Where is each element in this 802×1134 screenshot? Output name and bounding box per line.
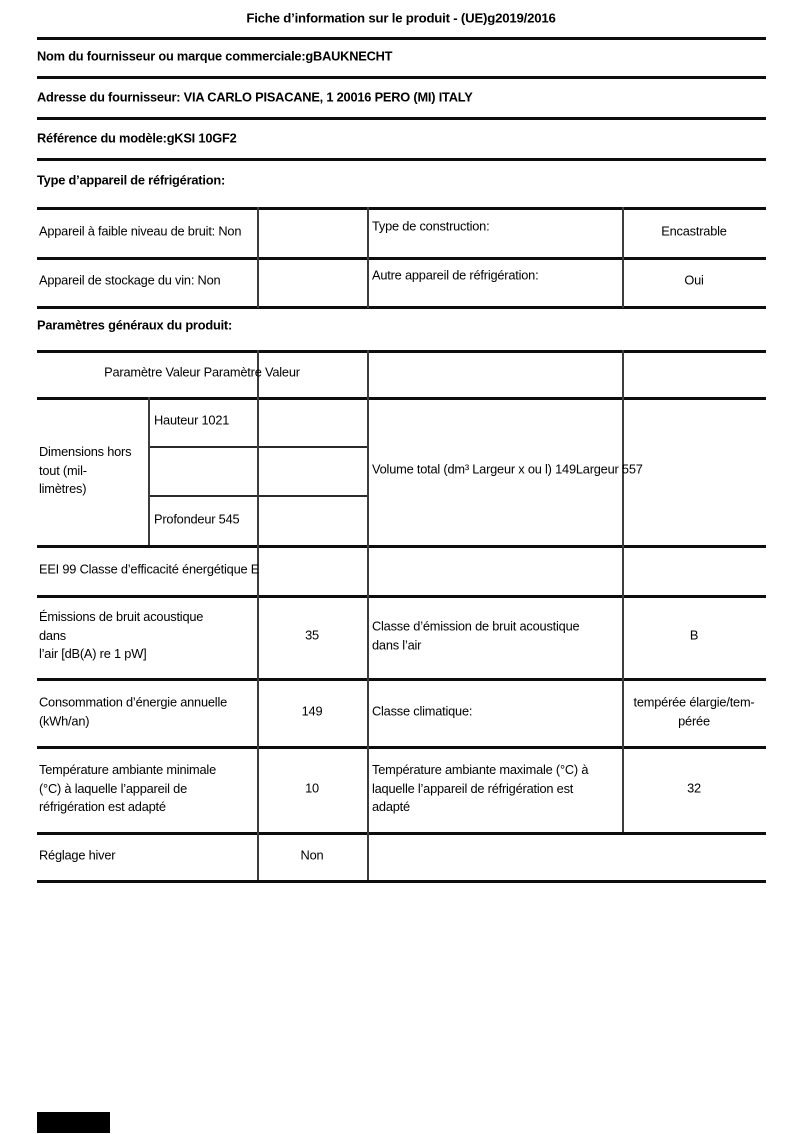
cell-eei-class: EEI 99 Classe d’efficacité énergétique E [39,561,260,577]
cell-other-appliance-value: Oui [684,272,704,288]
cell-energy-label: Consommation d’énergie annuelle (kWh/an) [39,694,228,728]
params-divider-3 [622,350,624,832]
cell-total-volume: Volume total (dm³ Largeur x ou l) 149Lar… [372,461,643,477]
params-divider-1 [257,350,259,880]
type-table-mid-rule [37,257,766,260]
cell-temp-max-label: Température ambiante maximale (°C) à laq… [372,762,589,815]
cell-climate-value: tempérée élargie/tem- pérée [633,694,755,728]
cell-winter-setting-label: Réglage hiver [39,847,116,863]
cell-temp-min-label: Température ambiante minimale (°C) à laq… [39,762,216,815]
dimensions-sub-divider [148,397,150,545]
type-table-divider-1 [257,207,259,308]
cell-noise-value: 35 [305,627,319,643]
cell-noise-label: Émissions de bruit acoustique dans l’air… [39,609,204,662]
params-table-rule-temperature [37,832,766,835]
cell-low-noise-appliance: Appareil à faible niveau de bruit: Non [39,223,242,239]
params-header-row: Paramètre Valeur Paramètre Valeur [104,364,300,380]
model-line: Référence du modèle:gKSI 10GF2 [37,130,237,146]
params-table-rule-header [37,397,766,400]
cell-dimensions-depth: Profondeur 545 [154,511,240,527]
cell-noise-class-label: Classe d’émission de bruit acoustique da… [372,618,580,652]
cell-winter-setting-value: Non [300,847,324,863]
type-table-divider-3 [622,207,624,308]
params-section-heading: Paramètres généraux du produit: [37,317,233,333]
params-table-rule-energy [37,746,766,749]
cell-dimensions-label: Dimensions hors tout (mil- limètres) [39,444,132,497]
cell-dimensions-height: Hauteur 1021 [154,412,230,428]
rule-below-address [37,117,766,120]
type-table-divider-2 [367,207,369,308]
cell-other-appliance-label: Autre appareil de réfrigération: [372,267,539,283]
cell-noise-class-value: B [689,627,699,643]
type-section-heading: Type d’appareil de réfrigération: [37,172,226,188]
cell-wine-storage: Appareil de stockage du vin: Non [39,272,221,288]
supplier-line: Nom du fournisseur ou marque commerciale… [37,48,393,64]
params-table-bottom-rule [37,880,766,883]
params-table-rule-noise [37,678,766,681]
footer-black-bar [37,1112,110,1133]
params-table-rule-dimensions [37,545,766,548]
cell-energy-value: 149 [301,703,323,719]
params-divider-2 [367,350,369,880]
params-table-top-rule [37,350,766,353]
params-table-rule-eei [37,595,766,598]
address-line: Adresse du fournisseur: VIA CARLO PISACA… [37,89,473,105]
type-table-bottom-rule [37,306,766,309]
cell-construction-type-value: Encastrable [661,223,727,239]
cell-temp-max-value: 32 [687,780,701,796]
rule-below-title [37,37,766,40]
rule-below-supplier [37,76,766,79]
cell-construction-type-label: Type de construction: [372,218,490,234]
cell-temp-min-value: 10 [305,780,319,796]
type-table-top-rule [37,207,766,210]
rule-below-model [37,158,766,161]
cell-climate-label: Classe climatique: [372,703,473,719]
document-title: Fiche d’information sur le produit - (UE… [246,10,556,26]
